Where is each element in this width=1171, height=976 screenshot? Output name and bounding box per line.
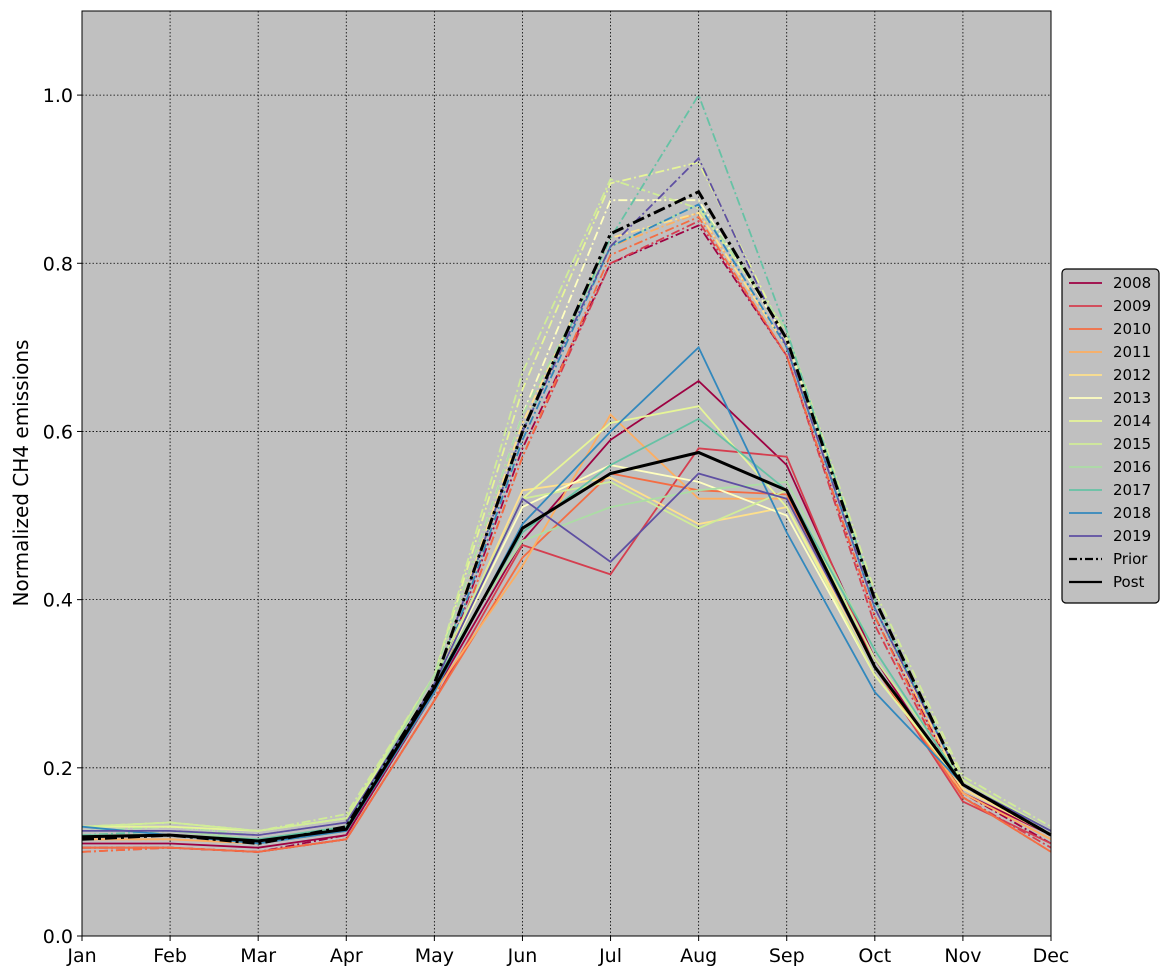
- y-tick-label: 0.0: [43, 926, 73, 948]
- x-tick-label: Sep: [769, 945, 805, 967]
- y-axis: 0.0 0.2 0.4 0.6 0.8 1.0: [43, 85, 82, 948]
- x-tick-label: Apr: [330, 945, 363, 967]
- legend-label: 2018: [1113, 504, 1151, 522]
- x-tick-label: Aug: [680, 945, 717, 967]
- y-axis-title: Normalized CH4 emissions: [9, 340, 33, 607]
- x-tick-label: Dec: [1033, 945, 1070, 967]
- legend: 2008 2009 2010 2011 2012 2013 2014 2015 2016 2017…: [1061, 268, 1160, 604]
- x-tick-label: Jul: [598, 945, 622, 967]
- y-tick-label: 1.0: [43, 85, 73, 107]
- x-tick-label: Jun: [507, 945, 538, 967]
- x-tick-label: Nov: [944, 945, 981, 967]
- series-post-line: [81, 450, 1052, 843]
- legend-label: 2011: [1113, 343, 1151, 361]
- legend-label: 2019: [1113, 527, 1151, 545]
- x-tick-label: Oct: [858, 945, 891, 967]
- legend-label: 2016: [1113, 458, 1151, 476]
- series-2015-line: [81, 480, 1052, 832]
- legend-label: 2017: [1113, 481, 1151, 499]
- legend-label: Post: [1113, 573, 1145, 591]
- legend-label: 2012: [1113, 366, 1151, 384]
- x-tick-label: Mar: [240, 945, 276, 967]
- plot-frame: [81, 10, 1052, 937]
- plot-background: [82, 11, 1051, 936]
- legend-label: 2008: [1113, 274, 1151, 292]
- y-tick-label: 0.6: [43, 421, 73, 443]
- y-tick-label: 0.8: [43, 253, 73, 275]
- series-prior-line: [81, 189, 1052, 846]
- x-axis: Jan Feb Mar Apr May Jun Jul Aug Sep Oct Nov Dec: [66, 936, 1069, 967]
- legend-label: 2014: [1113, 412, 1151, 430]
- legend-label: 2010: [1113, 320, 1151, 338]
- legend-label: 2009: [1113, 297, 1151, 315]
- legend-label: Prior: [1113, 550, 1148, 568]
- x-tick-label: Jan: [66, 945, 96, 967]
- x-tick-label: May: [415, 945, 454, 967]
- legend-label: 2013: [1113, 389, 1151, 407]
- x-tick-label: Feb: [153, 945, 187, 967]
- y-tick-label: 0.4: [43, 590, 73, 612]
- series-group: [81, 93, 1052, 853]
- y-tick-label: 0.2: [43, 758, 73, 780]
- legend-label: 2015: [1113, 435, 1151, 453]
